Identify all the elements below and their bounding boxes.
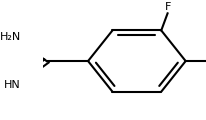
Text: HN: HN	[4, 80, 21, 90]
Text: F: F	[164, 2, 171, 12]
Text: H₂N: H₂N	[0, 32, 21, 42]
